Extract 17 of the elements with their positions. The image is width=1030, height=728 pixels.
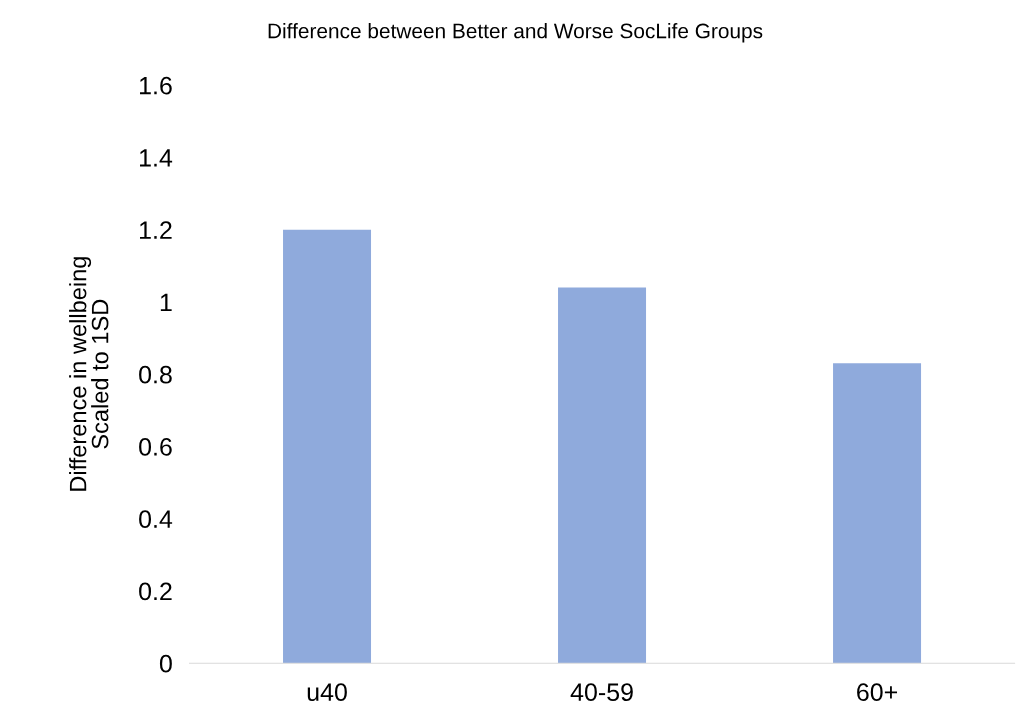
y-tick-label: 1.2 [140,221,172,239]
y-tick-label: 1 [160,293,172,311]
x-tick-label: u40 [307,683,347,702]
y-tick-label: 1.6 [140,76,172,95]
y-tick-label: 0 [159,654,172,673]
y-axis-title: Difference in wellbeing Scaled to 1SD [69,257,109,491]
y-tick-label: 0.2 [139,582,172,601]
bar [558,287,647,664]
x-tick-label: 60+ [857,683,898,702]
bar [833,363,922,664]
chart-title: Difference between Better and Worse SocLife Groups [268,23,763,43]
y-tick-label: 0.8 [139,365,172,384]
x-tick-label: 40-59 [570,683,633,702]
y-tick-label: 0.4 [139,510,173,528]
y-tick-label: 0.6 [139,438,172,456]
y-tick-label: 1.4 [140,149,173,167]
bar [283,229,372,664]
